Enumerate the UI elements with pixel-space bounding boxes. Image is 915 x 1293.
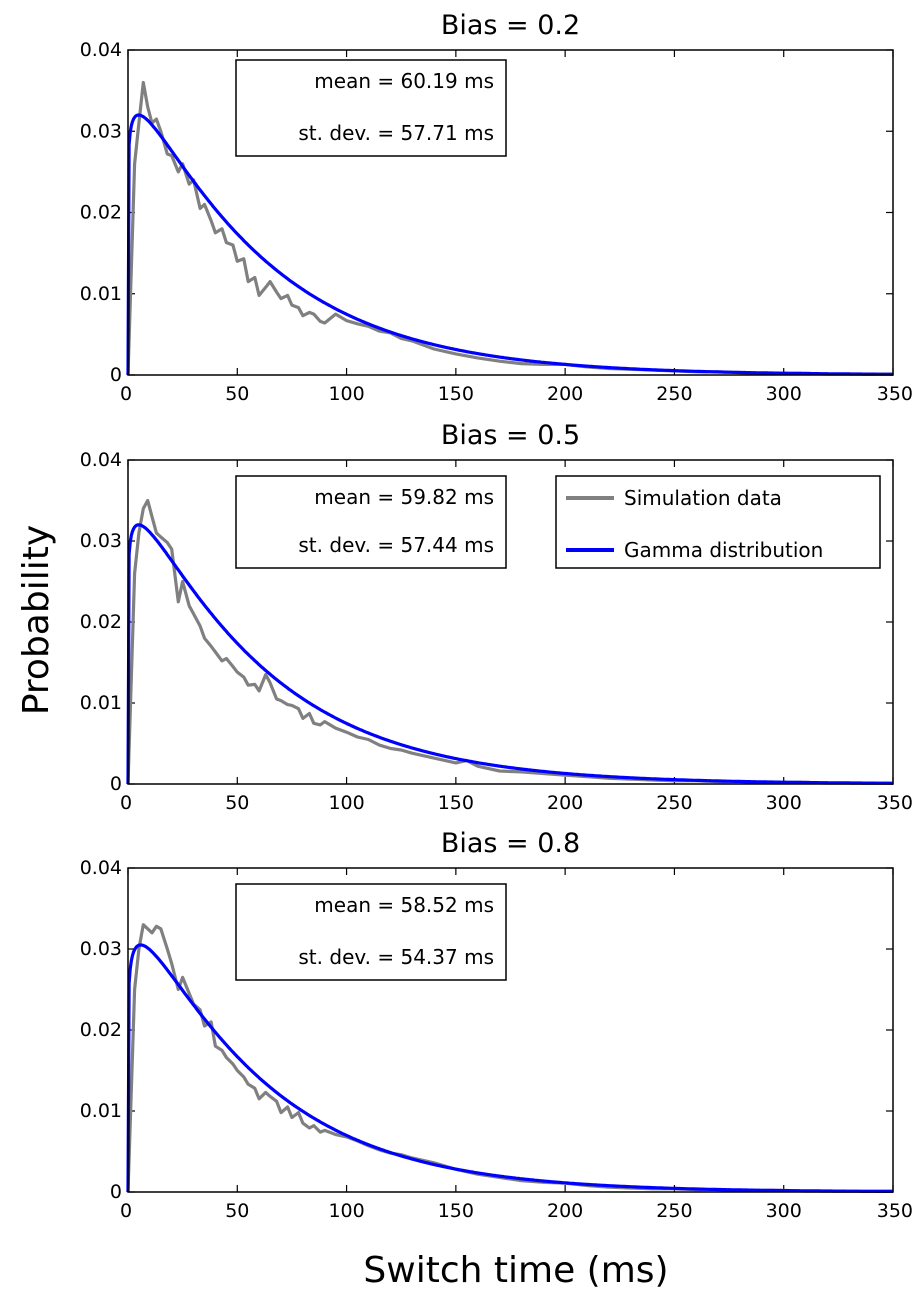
panel-title: Bias = 0.8: [441, 828, 580, 859]
x-tick-label: 250: [656, 792, 692, 814]
stats-box: [235, 475, 507, 569]
x-tick-label: 100: [328, 792, 364, 814]
x-tick-label: 200: [547, 792, 583, 814]
y-tick-label: 0: [110, 773, 122, 795]
x-tick-label: 50: [225, 792, 249, 814]
legend: Simulation data Gamma distribution: [555, 475, 881, 569]
legend-label-simulation: Simulation data: [624, 486, 782, 510]
x-tick-label: 50: [225, 1200, 249, 1222]
panel-title: Bias = 0.2: [441, 10, 580, 41]
y-tick-label: 0: [110, 1181, 122, 1203]
mean-label: mean = 59.82 ms: [314, 485, 494, 509]
x-tick-label: 0: [120, 383, 132, 405]
x-tick-label: 250: [656, 1200, 692, 1222]
plot-frame: [127, 867, 894, 1193]
panel-2: Bias = 0.5 0 50 100 150 200 250 300 350 0 0.01 0.02…: [80, 420, 913, 814]
x-tick-label: 250: [656, 383, 692, 405]
y-tick-label: 0.02: [80, 202, 122, 224]
y-tick-label: 0.03: [80, 120, 122, 142]
x-tick-label: 0: [120, 1200, 132, 1222]
panel-title: Bias = 0.5: [441, 420, 580, 451]
y-tick-label: 0.01: [80, 692, 122, 714]
stdev-label: st. dev. = 54.37 ms: [298, 945, 494, 969]
x-tick-label: 350: [877, 383, 913, 405]
y-tick-label: 0.04: [80, 857, 122, 879]
panel-1: Bias = 0.2 0 50 100 150 200 250 300 350 0 0.01 0.02…: [80, 10, 913, 405]
panel-3: Bias = 0.8 0 50 100 150 200 250 300 350 0 0.01 0.02…: [80, 828, 913, 1222]
x-tick-label: 50: [225, 383, 249, 405]
x-tick-label: 200: [547, 383, 583, 405]
y-tick-label: 0.01: [80, 1100, 122, 1122]
gamma-line: [126, 943, 894, 1194]
stats-box: [235, 883, 507, 981]
x-tick-label: 300: [766, 792, 802, 814]
stdev-label: st. dev. = 57.71 ms: [298, 121, 494, 145]
y-axis-title: Probability: [16, 525, 57, 715]
x-tick-label: 100: [328, 1200, 364, 1222]
gamma-line: [126, 113, 894, 376]
x-tick-label: 150: [438, 792, 474, 814]
x-tick-label: 300: [766, 383, 802, 405]
legend-box: [555, 475, 881, 569]
y-tick-label: 0.03: [80, 938, 122, 960]
stdev-label: st. dev. = 57.44 ms: [298, 533, 494, 557]
y-tick-label: 0.03: [80, 530, 122, 552]
legend-label-gamma: Gamma distribution: [624, 538, 823, 562]
plot-frame: [127, 49, 894, 376]
plot-frame: [127, 459, 894, 785]
x-tick-label: 150: [438, 383, 474, 405]
x-tick-label: 0: [120, 792, 132, 814]
stats-box: [235, 59, 507, 157]
gamma-line: [126, 523, 894, 785]
x-axis-title: Switch time (ms): [363, 1250, 668, 1291]
mean-label: mean = 60.19 ms: [314, 69, 494, 93]
x-tick-label: 150: [438, 1200, 474, 1222]
y-tick-label: 0.02: [80, 611, 122, 633]
x-tick-label: 350: [877, 1200, 913, 1222]
mean-label: mean = 58.52 ms: [314, 893, 494, 917]
y-tick-label: 0.01: [80, 283, 122, 305]
x-tick-label: 100: [328, 383, 364, 405]
y-tick-label: 0.04: [80, 449, 122, 471]
x-tick-label: 200: [547, 1200, 583, 1222]
y-tick-label: 0: [110, 364, 122, 386]
x-tick-label: 300: [766, 1200, 802, 1222]
y-tick-label: 0.02: [80, 1019, 122, 1041]
y-tick-label: 0.04: [80, 39, 122, 61]
x-tick-label: 350: [877, 792, 913, 814]
